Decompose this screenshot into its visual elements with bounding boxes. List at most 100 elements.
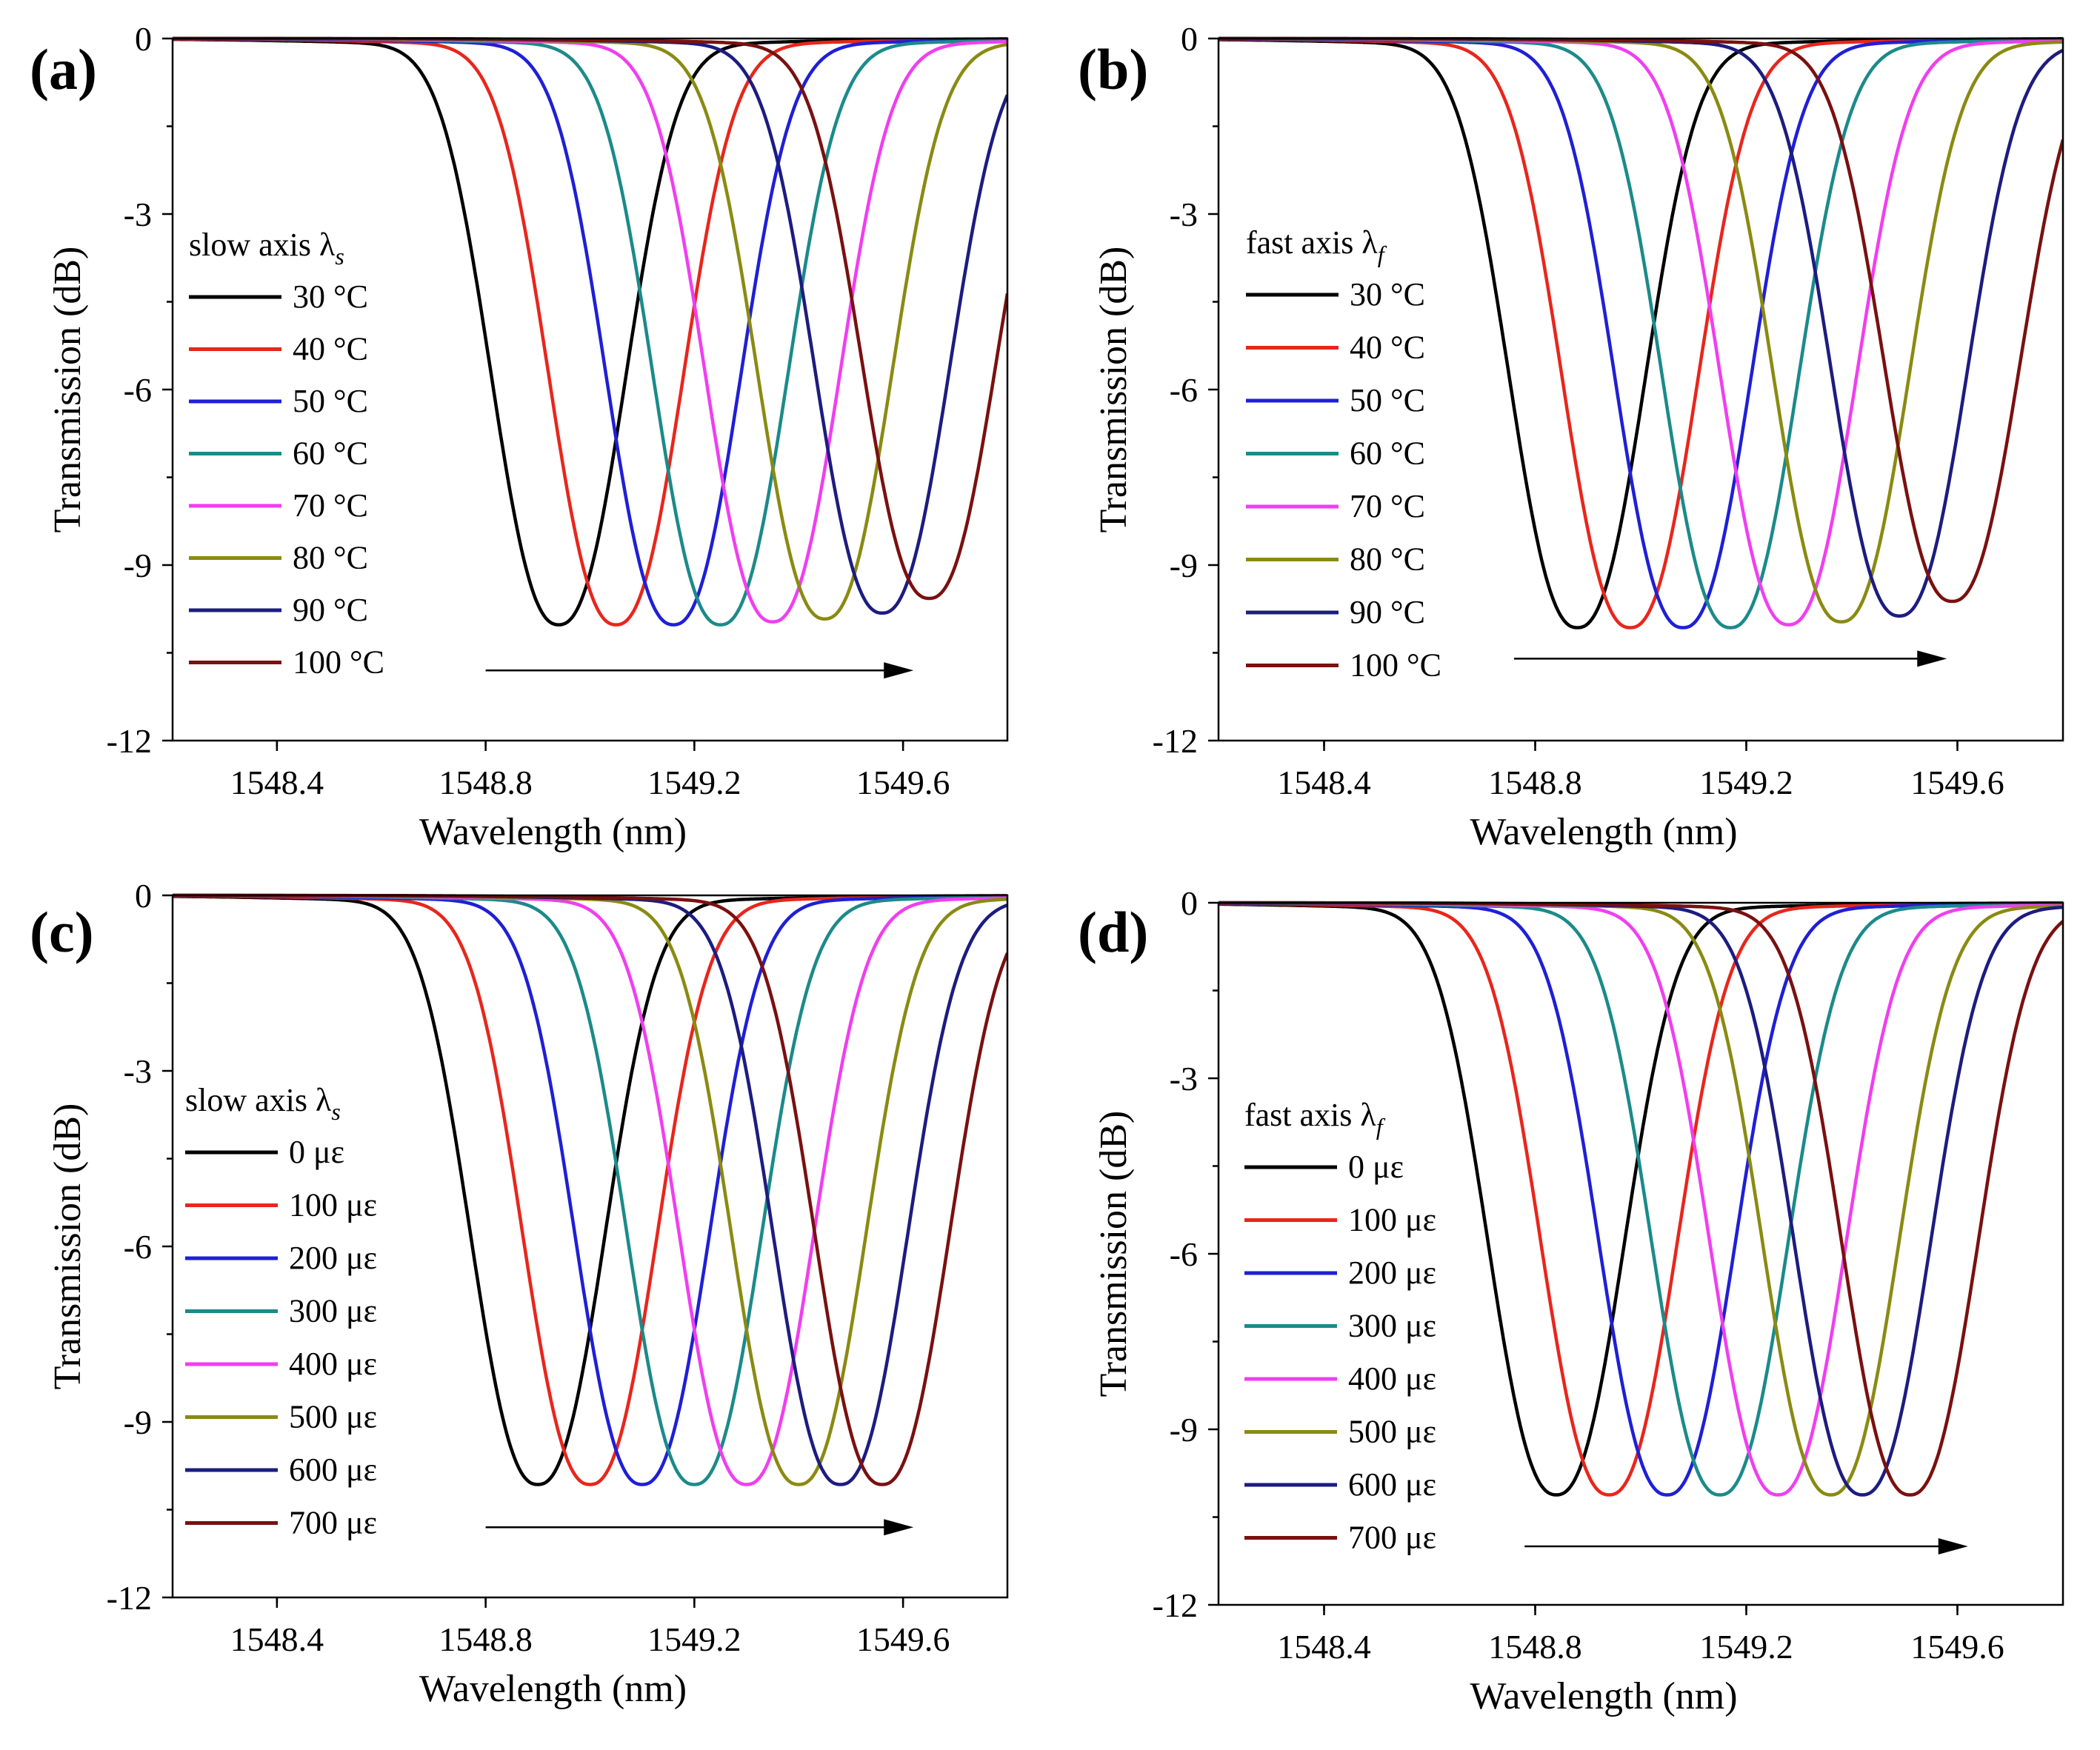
y-tick-label: -3 xyxy=(1170,196,1198,233)
legend-entry: 40 °C xyxy=(1350,330,1425,366)
legend-entry: 40 °C xyxy=(293,331,368,367)
arrow-head xyxy=(884,1519,914,1536)
arrow-head xyxy=(1938,1538,1968,1554)
legend-entry: 500 με xyxy=(289,1399,377,1435)
legend-entry: 0 με xyxy=(289,1134,344,1170)
legend-entry: 90 °C xyxy=(293,592,368,628)
x-axis-label: Wavelength (nm) xyxy=(1470,1675,1737,1717)
y-tick-label: -6 xyxy=(124,1228,152,1266)
legend-entry: 60 °C xyxy=(293,435,368,472)
legend-entry: 400 με xyxy=(1348,1360,1436,1397)
shift-arrow xyxy=(485,1519,914,1536)
legend-entry: 0 με xyxy=(1348,1149,1404,1185)
x-axis-label: Wavelength (nm) xyxy=(419,1668,687,1710)
legend-entry: 100 με xyxy=(289,1187,377,1223)
x-tick-label: 1549.2 xyxy=(1699,1628,1793,1666)
x-tick-label: 1549.6 xyxy=(856,764,950,801)
legend-entry: 70 °C xyxy=(1350,488,1425,524)
x-tick-label: 1548.4 xyxy=(1277,1628,1371,1666)
x-axis-label: Wavelength (nm) xyxy=(1470,811,1737,853)
legend-entry: 100 °C xyxy=(1350,647,1441,684)
legend-entry: 70 °C xyxy=(293,487,368,524)
ticks: 1548.4 1548.8 1549.2 1549.6 0 -3 -6 -9 -12 xyxy=(1153,884,2004,1666)
ticks: 1548.4 1548.8 1549.2 1549.6 0 -3 -6 -9 -12 xyxy=(107,20,950,801)
y-axis-label: Transmission (dB) xyxy=(47,247,89,533)
shift-arrow xyxy=(1514,650,1947,667)
y-tick-label: -12 xyxy=(1153,1586,1198,1624)
x-tick-label: 1548.4 xyxy=(230,764,324,801)
legend-entry: 600 με xyxy=(289,1452,377,1488)
legend-entry: 80 °C xyxy=(293,540,368,576)
legend-entry: 30 °C xyxy=(293,278,368,315)
x-tick-label: 1548.8 xyxy=(1488,764,1582,801)
y-tick-label: -9 xyxy=(124,547,152,584)
legend-entry: 100 °C xyxy=(293,644,384,681)
x-tick-label: 1549.6 xyxy=(1910,1628,2004,1666)
x-tick-label: 1548.4 xyxy=(1277,764,1371,801)
y-tick-label: 0 xyxy=(135,877,152,915)
y-tick-label: -3 xyxy=(1170,1060,1198,1098)
shift-arrow xyxy=(485,662,914,679)
y-tick-label: -3 xyxy=(124,196,152,233)
panel-label: (d) xyxy=(1078,900,1148,964)
legend-entry: 100 με xyxy=(1348,1202,1436,1238)
legend-entry: 300 με xyxy=(289,1293,377,1329)
legend-entry: 90 °C xyxy=(1350,594,1425,630)
arrow-head xyxy=(884,662,914,679)
legend-entry: 30 °C xyxy=(1350,276,1425,313)
y-tick-label: -6 xyxy=(124,371,152,409)
legend-entry: 400 με xyxy=(289,1346,377,1382)
x-tick-label: 1549.2 xyxy=(1699,764,1793,801)
ticks: 1548.4 1548.8 1549.2 1549.6 0 -3 -6 -9 -12 xyxy=(107,877,950,1658)
y-tick-label: -3 xyxy=(124,1052,152,1090)
arrow-head xyxy=(1917,650,1947,667)
legend: slow axis λs 30 °C 40 °C 50 °C 60 °C 70 °C 80 … xyxy=(189,227,384,681)
legend-title: slow axis λs xyxy=(189,227,344,270)
y-tick-label: -9 xyxy=(1170,547,1198,584)
y-tick-label: -12 xyxy=(107,722,152,760)
legend: slow axis λs 0 με 100 με 200 με 300 με 400 με… xyxy=(185,1082,377,1541)
legend-entry: 600 με xyxy=(1348,1466,1436,1503)
panel-d: 1548.4 1548.8 1549.2 1549.6 0 -3 -6 -9 -12 (d) W… xyxy=(1078,884,2064,1717)
y-tick-label: 0 xyxy=(1181,20,1198,58)
y-tick-label: 0 xyxy=(1181,884,1198,922)
y-tick-label: 0 xyxy=(135,20,152,58)
panel-label: (b) xyxy=(1078,37,1148,101)
legend-entry: 50 °C xyxy=(1350,382,1425,418)
x-axis-label: Wavelength (nm) xyxy=(419,811,687,853)
legend-entry: 500 με xyxy=(1348,1414,1436,1450)
y-axis-label: Transmission (dB) xyxy=(1093,247,1135,533)
y-axis-label: Transmission (dB) xyxy=(1093,1111,1135,1397)
x-tick-label: 1549.2 xyxy=(647,1620,741,1658)
legend-entry: 700 με xyxy=(289,1505,377,1541)
x-tick-label: 1548.4 xyxy=(230,1620,324,1658)
curves xyxy=(173,893,1007,1486)
x-tick-label: 1548.8 xyxy=(439,764,533,801)
x-tick-label: 1548.8 xyxy=(439,1620,533,1658)
y-axis-label: Transmission (dB) xyxy=(47,1103,89,1390)
y-tick-label: -12 xyxy=(1153,722,1198,760)
shift-arrow xyxy=(1524,1538,1968,1554)
legend-entry: 80 °C xyxy=(1350,541,1425,578)
panel-c: 1548.4 1548.8 1549.2 1549.6 0 -3 -6 -9 -12 (c) W… xyxy=(30,877,1009,1710)
y-tick-label: -6 xyxy=(1170,1235,1198,1273)
x-tick-label: 1548.8 xyxy=(1488,1628,1582,1666)
x-tick-label: 1549.2 xyxy=(647,764,741,801)
y-tick-label: -12 xyxy=(107,1579,152,1617)
y-tick-label: -6 xyxy=(1170,371,1198,409)
legend-entry: 50 °C xyxy=(293,383,368,419)
legend-entry: 60 °C xyxy=(1350,435,1425,472)
y-tick-label: -9 xyxy=(124,1403,152,1441)
legend-entry: 200 με xyxy=(289,1240,377,1276)
legend-entry: 200 με xyxy=(1348,1255,1436,1291)
legend-entry: 300 με xyxy=(1348,1308,1436,1344)
panel-a: 1548.4 1548.8 1549.2 1549.6 0 -3 -6 -9 -12 (a) W… xyxy=(30,20,1009,853)
ticks: 1548.4 1548.8 1549.2 1549.6 0 -3 -6 -9 -12 xyxy=(1153,20,2004,801)
legend-entry: 700 με xyxy=(1348,1520,1436,1556)
panel-b: 1548.4 1548.8 1549.2 1549.6 0 -3 -6 -9 -12 (b) W… xyxy=(1078,20,2064,853)
legend-title: slow axis λs xyxy=(185,1082,341,1125)
panel-label: (c) xyxy=(30,900,94,964)
